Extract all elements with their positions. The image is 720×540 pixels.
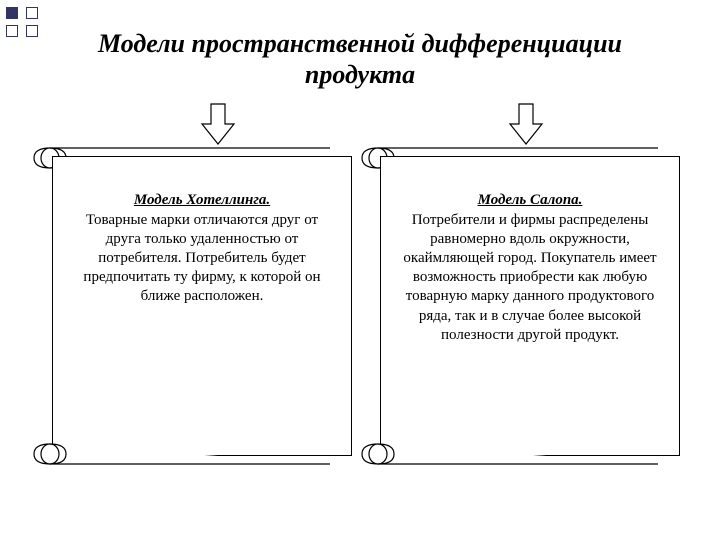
down-arrow-icon (200, 102, 236, 146)
bullet-icon (6, 25, 18, 37)
page-title: Модели пространственной дифференциации п… (0, 0, 720, 102)
scrolls-row: Модель Хотеллинга. Товарные марки отлича… (0, 156, 720, 516)
arrow-row (0, 102, 720, 156)
model-body: Потребители и фирмы распределены равноме… (403, 212, 656, 343)
corner-bullets (6, 6, 42, 42)
model-title: Модель Салопа. (478, 192, 583, 208)
scroll-salop: Модель Салопа. Потребители и фирмы распр… (380, 156, 680, 456)
down-arrow-icon (508, 102, 544, 146)
bullet-icon (6, 7, 18, 19)
model-title: Модель Хотеллинга. (134, 192, 270, 208)
bullet-icon (26, 7, 38, 19)
scroll-body: Модель Хотеллинга. Товарные марки отлича… (52, 156, 352, 456)
bullet-icon (26, 25, 38, 37)
model-body: Товарные марки отличаются друг от друга … (83, 212, 320, 305)
scroll-body: Модель Салопа. Потребители и фирмы распр… (380, 156, 680, 456)
scroll-hotelling: Модель Хотеллинга. Товарные марки отлича… (52, 156, 352, 456)
